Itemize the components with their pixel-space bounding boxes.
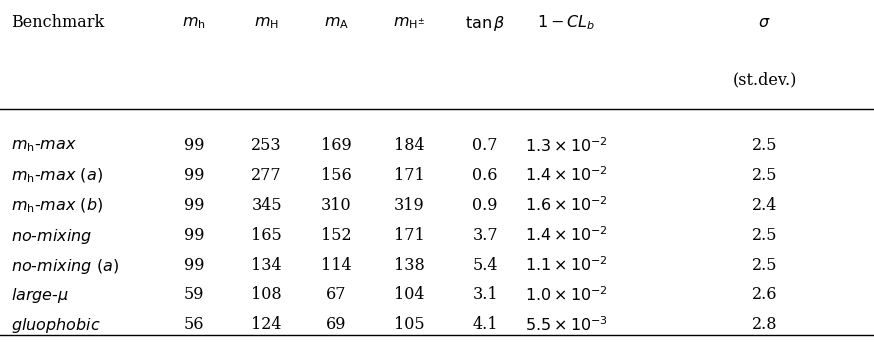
Text: $1 - CL_b$: $1 - CL_b$ [538, 14, 595, 32]
Text: 108: 108 [251, 287, 282, 303]
Text: Benchmark: Benchmark [11, 14, 105, 31]
Text: 253: 253 [251, 137, 282, 154]
Text: 2.6: 2.6 [752, 287, 778, 303]
Text: 2.5: 2.5 [752, 256, 778, 274]
Text: 67: 67 [326, 287, 347, 303]
Text: 2.8: 2.8 [752, 316, 778, 333]
Text: $\mathit{large\text{-}\mu}$: $\mathit{large\text{-}\mu}$ [11, 287, 69, 305]
Text: 165: 165 [251, 226, 282, 244]
Text: 156: 156 [321, 167, 352, 184]
Text: 3.7: 3.7 [472, 226, 498, 244]
Text: 2.5: 2.5 [752, 167, 778, 184]
Text: 169: 169 [321, 137, 352, 154]
Text: $m_{\mathrm{A}}$: $m_{\mathrm{A}}$ [324, 14, 349, 31]
Text: $1.0\times10^{-2}$: $1.0\times10^{-2}$ [525, 287, 607, 305]
Text: 5.4: 5.4 [472, 256, 498, 274]
Text: 0.7: 0.7 [472, 137, 498, 154]
Text: 59: 59 [184, 287, 205, 303]
Text: 56: 56 [184, 316, 205, 333]
Text: 2.5: 2.5 [752, 226, 778, 244]
Text: $1.1\times10^{-2}$: $1.1\times10^{-2}$ [525, 256, 607, 275]
Text: 0.6: 0.6 [472, 167, 498, 184]
Text: 138: 138 [393, 256, 425, 274]
Text: 3.1: 3.1 [472, 287, 498, 303]
Text: 99: 99 [184, 256, 205, 274]
Text: $m_{\mathrm{h}}\text{-}\mathit{max}\ (a)$: $m_{\mathrm{h}}\text{-}\mathit{max}\ (a)… [11, 167, 103, 185]
Text: 319: 319 [393, 197, 425, 214]
Text: $1.4\times10^{-2}$: $1.4\times10^{-2}$ [525, 226, 607, 245]
Text: 4.1: 4.1 [472, 316, 498, 333]
Text: 277: 277 [251, 167, 282, 184]
Text: $\mathit{no\text{-}mixing}$: $\mathit{no\text{-}mixing}$ [11, 226, 93, 246]
Text: 2.4: 2.4 [752, 197, 778, 214]
Text: 0.9: 0.9 [472, 197, 498, 214]
Text: $\tan\beta$: $\tan\beta$ [465, 14, 505, 33]
Text: $5.5\times10^{-3}$: $5.5\times10^{-3}$ [524, 316, 608, 335]
Text: 69: 69 [326, 316, 347, 333]
Text: 104: 104 [394, 287, 424, 303]
Text: $m_{\mathrm{h}}\text{-}\mathit{max}$: $m_{\mathrm{h}}\text{-}\mathit{max}$ [11, 137, 77, 154]
Text: $1.3\times10^{-2}$: $1.3\times10^{-2}$ [525, 137, 607, 156]
Text: 114: 114 [321, 256, 352, 274]
Text: 124: 124 [252, 316, 281, 333]
Text: $\mathit{no\text{-}mixing}\ (a)$: $\mathit{no\text{-}mixing}\ (a)$ [11, 256, 120, 276]
Text: $1.6\times10^{-2}$: $1.6\times10^{-2}$ [525, 197, 607, 215]
Text: (st.dev.): (st.dev.) [732, 72, 797, 89]
Text: 171: 171 [393, 167, 425, 184]
Text: $m_{\mathrm{H}}$: $m_{\mathrm{H}}$ [254, 14, 279, 31]
Text: 345: 345 [251, 197, 282, 214]
Text: 171: 171 [393, 226, 425, 244]
Text: $m_{\mathrm{H}^{\pm}}$: $m_{\mathrm{H}^{\pm}}$ [393, 14, 425, 31]
Text: $m_{\mathrm{h}}$: $m_{\mathrm{h}}$ [182, 14, 206, 31]
Text: $\mathit{gluophobic}$: $\mathit{gluophobic}$ [11, 316, 101, 336]
Text: 99: 99 [184, 226, 205, 244]
Text: 152: 152 [321, 226, 352, 244]
Text: $\sigma$: $\sigma$ [759, 14, 771, 31]
Text: $m_{\mathrm{h}}\text{-}\mathit{max}\ (b)$: $m_{\mathrm{h}}\text{-}\mathit{max}\ (b)… [11, 197, 104, 215]
Text: 184: 184 [393, 137, 425, 154]
Text: 2.5: 2.5 [752, 137, 778, 154]
Text: $1.4\times10^{-2}$: $1.4\times10^{-2}$ [525, 167, 607, 185]
Text: 310: 310 [321, 197, 352, 214]
Text: 105: 105 [393, 316, 425, 333]
Text: 134: 134 [251, 256, 282, 274]
Text: 99: 99 [184, 137, 205, 154]
Text: 99: 99 [184, 197, 205, 214]
Text: 99: 99 [184, 167, 205, 184]
